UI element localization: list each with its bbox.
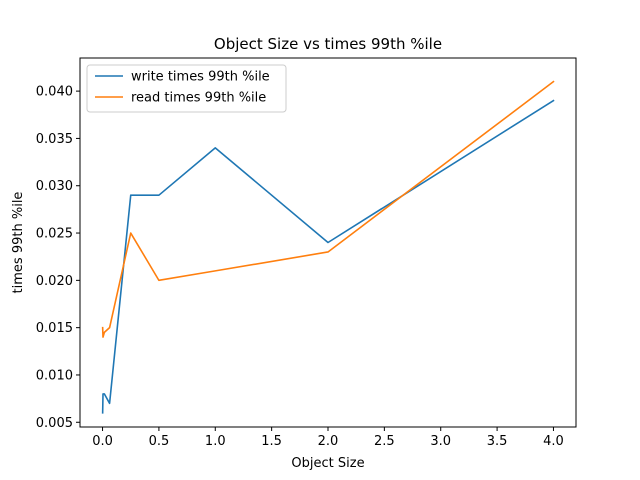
x-tick-label: 1.5 <box>261 434 282 449</box>
x-tick-label: 2.0 <box>318 434 339 449</box>
legend-label-2: read times 99th %ile <box>131 91 266 106</box>
y-tick-label: 0.020 <box>36 274 73 289</box>
x-tick-label: 0.0 <box>92 434 113 449</box>
axes-frame <box>79 57 577 428</box>
y-tick-label: 0.035 <box>36 132 73 147</box>
legend: write times 99th %ile read times 99th %il… <box>86 64 287 113</box>
x-tick-label: 2.5 <box>374 434 395 449</box>
x-axis-ticks: 0.0 0.5 1.0 1.5 2.0 2.5 3.0 3.5 4.0 <box>92 427 564 449</box>
y-axis-ticks: 0.005 0.010 0.015 0.020 0.025 0.030 0.035 0.040 <box>36 85 80 431</box>
x-axis-label: Object Size <box>291 456 364 471</box>
y-tick-label: 0.025 <box>36 227 73 242</box>
y-tick-label: 0.040 <box>36 85 73 100</box>
y-tick-label: 0.010 <box>36 368 73 383</box>
x-tick-label: 4.0 <box>543 434 564 449</box>
legend-label-1: write times 99th %ile <box>131 70 270 85</box>
legend-box <box>86 64 287 113</box>
y-tick-label: 0.005 <box>36 416 73 431</box>
y-tick-label: 0.030 <box>36 179 73 194</box>
chart-title: Object Size vs times 99th %ile <box>214 35 442 53</box>
x-tick-label: 3.0 <box>430 434 451 449</box>
x-tick-label: 3.5 <box>487 434 508 449</box>
series-line-1 <box>101 99 555 414</box>
series-line-2 <box>101 80 555 338</box>
y-axis-label: times 99th %ile <box>11 192 26 294</box>
series-lines <box>101 80 555 414</box>
x-tick-label: 0.5 <box>149 434 170 449</box>
x-tick-label: 1.0 <box>205 434 226 449</box>
y-tick-label: 0.015 <box>36 321 73 336</box>
